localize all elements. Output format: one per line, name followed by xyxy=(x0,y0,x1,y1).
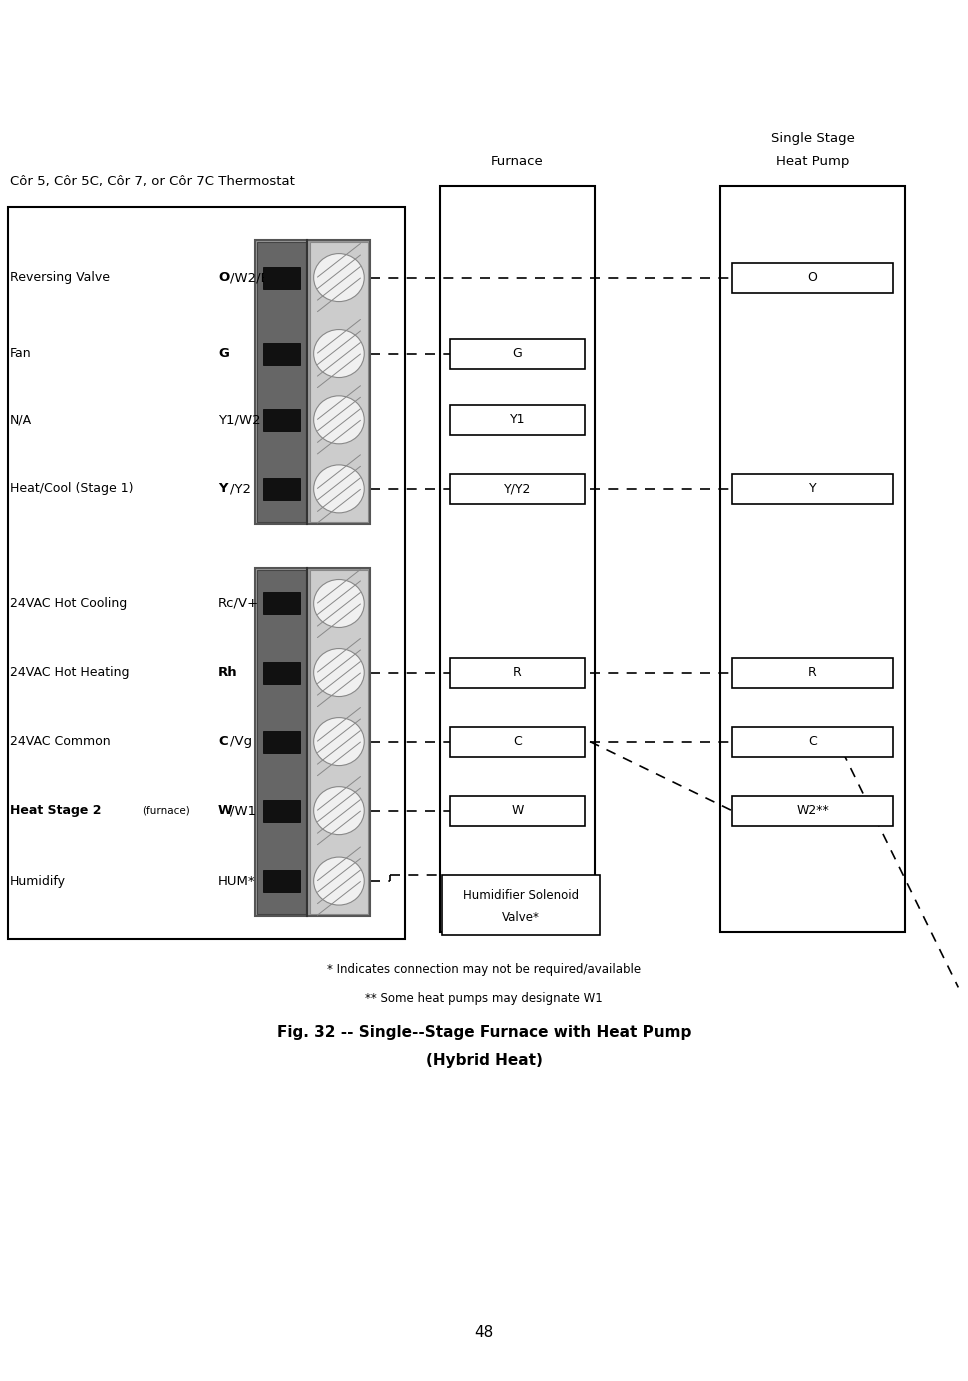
Text: R: R xyxy=(513,666,522,679)
Ellipse shape xyxy=(314,254,364,301)
Bar xyxy=(262,870,300,892)
Ellipse shape xyxy=(314,396,364,443)
Text: 24VAC Hot Cooling: 24VAC Hot Cooling xyxy=(10,597,127,610)
Text: Y/Y2: Y/Y2 xyxy=(503,482,531,496)
Bar xyxy=(732,474,893,504)
Text: (Hybrid Heat): (Hybrid Heat) xyxy=(426,1054,542,1068)
Text: Y1/W2: Y1/W2 xyxy=(218,413,260,427)
Text: Rc/V+: Rc/V+ xyxy=(218,597,259,610)
Text: R: R xyxy=(808,666,817,679)
Bar xyxy=(450,795,585,826)
Bar xyxy=(732,726,893,757)
Text: Humidify: Humidify xyxy=(10,874,66,888)
Text: Furnace: Furnace xyxy=(491,156,544,168)
Text: Heat Stage 2: Heat Stage 2 xyxy=(10,804,102,818)
Bar xyxy=(262,409,300,431)
Bar xyxy=(450,657,585,688)
Text: 24VAC Hot Heating: 24VAC Hot Heating xyxy=(10,666,130,679)
Text: Rh: Rh xyxy=(218,666,237,679)
Text: /W1: /W1 xyxy=(229,804,256,818)
Ellipse shape xyxy=(314,580,364,627)
Text: G: G xyxy=(218,347,228,360)
Bar xyxy=(8,207,405,939)
Text: 48: 48 xyxy=(474,1326,494,1340)
Bar xyxy=(450,405,585,435)
Bar xyxy=(255,569,370,916)
Ellipse shape xyxy=(314,465,364,512)
Bar xyxy=(262,342,300,365)
Text: Valve*: Valve* xyxy=(502,911,540,924)
Bar xyxy=(450,726,585,757)
Text: Y1: Y1 xyxy=(510,413,526,427)
Text: Côr 5, Côr 5C, Côr 7, or Côr 7C Thermostat: Côr 5, Côr 5C, Côr 7, or Côr 7C Thermost… xyxy=(10,175,295,188)
Text: 24VAC Common: 24VAC Common xyxy=(10,735,110,749)
Text: Fan: Fan xyxy=(10,347,32,360)
Bar xyxy=(255,239,370,523)
Text: C: C xyxy=(808,735,817,749)
Bar xyxy=(310,570,368,914)
Bar xyxy=(262,731,300,753)
Text: Heat/Cool (Stage 1): Heat/Cool (Stage 1) xyxy=(10,482,134,496)
Ellipse shape xyxy=(314,718,364,765)
Bar xyxy=(442,874,600,935)
Text: /Vg: /Vg xyxy=(229,735,252,749)
Bar xyxy=(732,657,893,688)
Ellipse shape xyxy=(314,787,364,834)
Text: N/A: N/A xyxy=(10,413,32,427)
Text: C: C xyxy=(218,735,227,749)
Ellipse shape xyxy=(314,858,364,905)
Text: O: O xyxy=(807,271,817,284)
Text: W: W xyxy=(218,804,232,818)
Text: Heat Pump: Heat Pump xyxy=(775,156,849,168)
Text: HUM*: HUM* xyxy=(218,874,256,888)
Text: Single Stage: Single Stage xyxy=(771,133,855,145)
Ellipse shape xyxy=(314,330,364,377)
Text: * Indicates connection may not be required/available: * Indicates connection may not be requir… xyxy=(327,963,641,976)
Text: Y: Y xyxy=(808,482,816,496)
Bar xyxy=(450,474,585,504)
Bar xyxy=(440,186,595,932)
Bar xyxy=(262,800,300,822)
Bar xyxy=(732,795,893,826)
Bar xyxy=(262,478,300,500)
Text: W: W xyxy=(511,804,524,818)
Bar xyxy=(732,262,893,293)
Bar xyxy=(720,186,905,932)
Text: W2**: W2** xyxy=(796,804,829,818)
Bar xyxy=(262,267,300,289)
Text: Fig. 32 -- Single--Stage Furnace with Heat Pump: Fig. 32 -- Single--Stage Furnace with He… xyxy=(277,1026,691,1040)
Text: ** Some heat pumps may designate W1: ** Some heat pumps may designate W1 xyxy=(365,992,603,1005)
Text: /Y2: /Y2 xyxy=(229,482,251,496)
Text: Reversing Valve: Reversing Valve xyxy=(10,271,110,284)
Text: /W2/B: /W2/B xyxy=(229,271,269,284)
Bar xyxy=(262,592,300,615)
Bar xyxy=(262,661,300,684)
Bar xyxy=(310,242,368,522)
Text: C: C xyxy=(513,735,522,749)
Text: Y: Y xyxy=(218,482,227,496)
Text: (furnace): (furnace) xyxy=(142,805,190,816)
Text: Humidifier Solenoid: Humidifier Solenoid xyxy=(463,889,579,902)
Text: G: G xyxy=(513,347,523,360)
Bar xyxy=(450,338,585,369)
Bar xyxy=(257,242,306,522)
Ellipse shape xyxy=(314,649,364,696)
Bar xyxy=(257,570,306,914)
Text: O: O xyxy=(218,271,229,284)
